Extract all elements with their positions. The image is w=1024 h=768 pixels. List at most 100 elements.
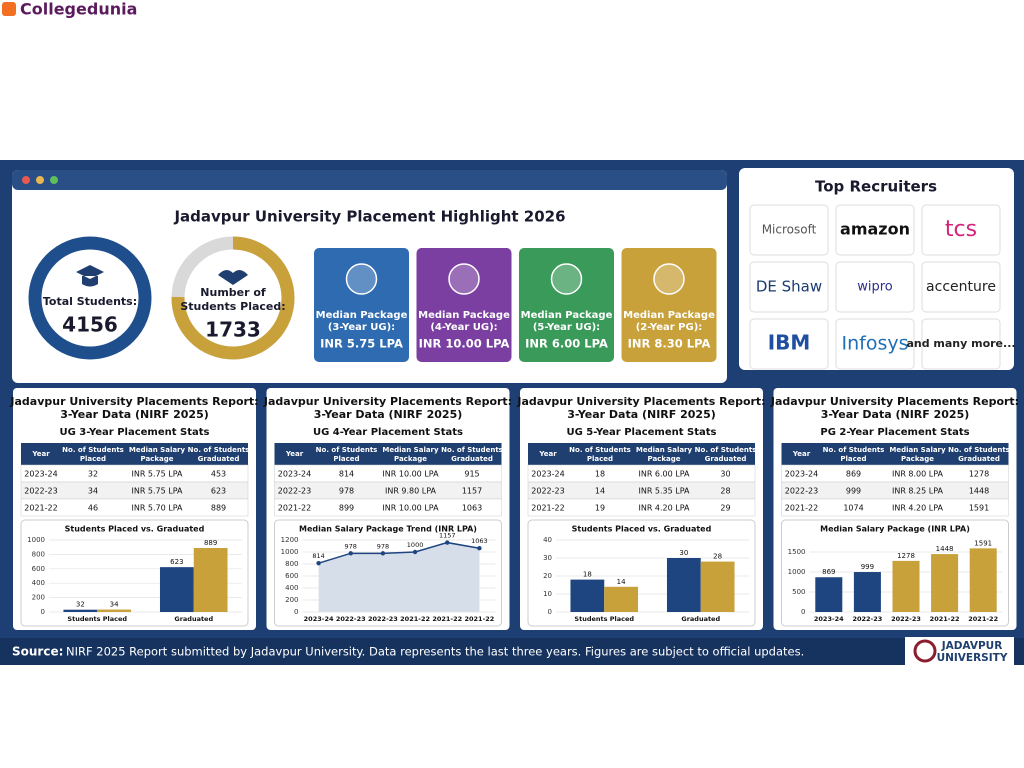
table-header-cell: Placed bbox=[840, 455, 866, 463]
table-header bbox=[781, 443, 1009, 465]
recruiter-cell bbox=[835, 318, 915, 370]
summary-label: Students Placed: bbox=[180, 300, 285, 313]
table-header-cell: No. of Students bbox=[695, 446, 757, 454]
chart-title: Students Placed vs. Graduated bbox=[572, 525, 712, 534]
value-label: 1157 bbox=[439, 532, 456, 540]
hands-icon bbox=[218, 269, 248, 285]
table-cell: 2021-22 bbox=[278, 504, 311, 513]
table-cell: INR 4.20 LPA bbox=[892, 504, 944, 513]
table-cell: 899 bbox=[339, 504, 354, 513]
recruiters-title: Top Recruiters bbox=[815, 178, 937, 196]
value-label: 814 bbox=[312, 552, 324, 560]
table-header-cell: No. of Students bbox=[316, 446, 378, 454]
table-header-cell: Placed bbox=[80, 455, 106, 463]
x-tick-label: 2022-23 bbox=[852, 615, 882, 623]
point bbox=[348, 551, 353, 556]
recruiter-logo: accenture bbox=[926, 279, 996, 295]
y-tick-label: 600 bbox=[285, 572, 298, 580]
x-tick-label: 2023-24 bbox=[304, 615, 334, 623]
recruiter-logo: amazon bbox=[840, 220, 910, 239]
point bbox=[412, 549, 418, 555]
package-icon bbox=[653, 263, 685, 295]
table-header-cell: Graduated bbox=[198, 455, 240, 463]
report-title: Jadavpur University Placements Report: bbox=[9, 395, 258, 408]
brand: Collegedunia bbox=[20, 0, 137, 19]
window-bar bbox=[12, 170, 727, 190]
bar bbox=[570, 579, 605, 612]
x-tick-label: Students Placed bbox=[574, 615, 634, 623]
table-cell: 2021-22 bbox=[785, 504, 818, 513]
table-cell: 1448 bbox=[969, 487, 989, 496]
table-header-cell: Package bbox=[648, 455, 681, 463]
package-value: INR 10.00 LPA bbox=[419, 337, 510, 351]
package-card bbox=[314, 248, 409, 362]
table-header-cell: Graduated bbox=[451, 455, 493, 463]
table-cell: 2023-24 bbox=[278, 470, 311, 479]
table-cell: 30 bbox=[720, 470, 730, 479]
x-tick-label: 2022-23 bbox=[891, 615, 921, 623]
recruiter-logo: Infosys bbox=[841, 333, 908, 355]
table-cell: INR 6.00 LPA bbox=[638, 470, 690, 479]
x-tick-label: Graduated bbox=[681, 615, 720, 623]
table-header-cell: Year bbox=[31, 450, 50, 458]
bar bbox=[969, 548, 997, 612]
package-label: (5-Year UG): bbox=[533, 322, 600, 333]
package-icon bbox=[345, 263, 378, 295]
y-tick-label: 500 bbox=[792, 588, 805, 596]
table-header-cell: Median Salary bbox=[889, 446, 946, 454]
table-cell: INR 10.00 LPA bbox=[382, 504, 439, 513]
footer-logo-text: JADAVPUR bbox=[941, 640, 1003, 652]
point bbox=[445, 540, 450, 545]
brand-icon bbox=[2, 2, 16, 16]
x-tick-label: 2023-24 bbox=[814, 615, 844, 623]
x-tick-label: 2021-22 bbox=[432, 615, 462, 623]
table-cell: 28 bbox=[720, 487, 730, 496]
recruiter-cell bbox=[749, 204, 829, 256]
table-header-cell: Package bbox=[141, 455, 174, 463]
report-title: Jadavpur University Placements Report: bbox=[263, 395, 512, 408]
table-cell: 2022-23 bbox=[278, 487, 311, 496]
point bbox=[477, 546, 482, 551]
recruiter-cell bbox=[835, 261, 915, 313]
value-label: 1278 bbox=[897, 552, 915, 560]
emblem bbox=[913, 639, 937, 663]
value-label: 32 bbox=[76, 601, 85, 609]
bar bbox=[604, 586, 639, 612]
table-header-cell: Median Salary bbox=[636, 446, 693, 454]
cap-icon bbox=[76, 265, 104, 287]
value-label: 1448 bbox=[936, 545, 954, 553]
value-label: 978 bbox=[377, 542, 389, 550]
table-header-cell: Year bbox=[792, 450, 811, 458]
package-label: (3-Year UG): bbox=[328, 322, 395, 333]
table-cell: INR 8.00 LPA bbox=[892, 470, 944, 479]
table-cell: 1074 bbox=[843, 504, 863, 513]
x-tick-label: 2021-22 bbox=[400, 615, 430, 623]
table-cell: 915 bbox=[464, 470, 479, 479]
package-card bbox=[621, 248, 717, 362]
y-tick-label: 0 bbox=[41, 608, 45, 616]
recruiter-logo: tcs bbox=[945, 217, 977, 242]
recruiter-cell bbox=[921, 261, 1001, 313]
bar bbox=[853, 572, 881, 612]
package-label: (2-Year PG): bbox=[636, 322, 703, 333]
x-tick-label: Students Placed bbox=[67, 615, 127, 623]
source-label: Source: bbox=[12, 645, 63, 659]
x-tick-label: 2022-23 bbox=[336, 615, 366, 623]
package-value: INR 6.00 LPA bbox=[525, 337, 608, 351]
y-tick-label: 1000 bbox=[281, 548, 299, 556]
table-header-cell: Graduated bbox=[705, 455, 747, 463]
bar bbox=[97, 609, 132, 612]
table-cell: INR 8.25 LPA bbox=[892, 487, 944, 496]
area bbox=[318, 542, 480, 612]
table-cell: 2022-23 bbox=[531, 487, 564, 496]
table-cell: 14 bbox=[595, 487, 605, 496]
x-tick-label: 2022-23 bbox=[368, 615, 398, 623]
table-header-cell: Package bbox=[901, 455, 934, 463]
table-cell: 1591 bbox=[969, 504, 989, 513]
table-cell: 29 bbox=[720, 504, 730, 513]
value-label: 1591 bbox=[974, 539, 992, 547]
table-cell: 34 bbox=[88, 487, 98, 496]
table-row bbox=[20, 498, 249, 517]
value-label: 623 bbox=[170, 558, 183, 566]
x-tick-label: 2021-22 bbox=[464, 615, 494, 623]
